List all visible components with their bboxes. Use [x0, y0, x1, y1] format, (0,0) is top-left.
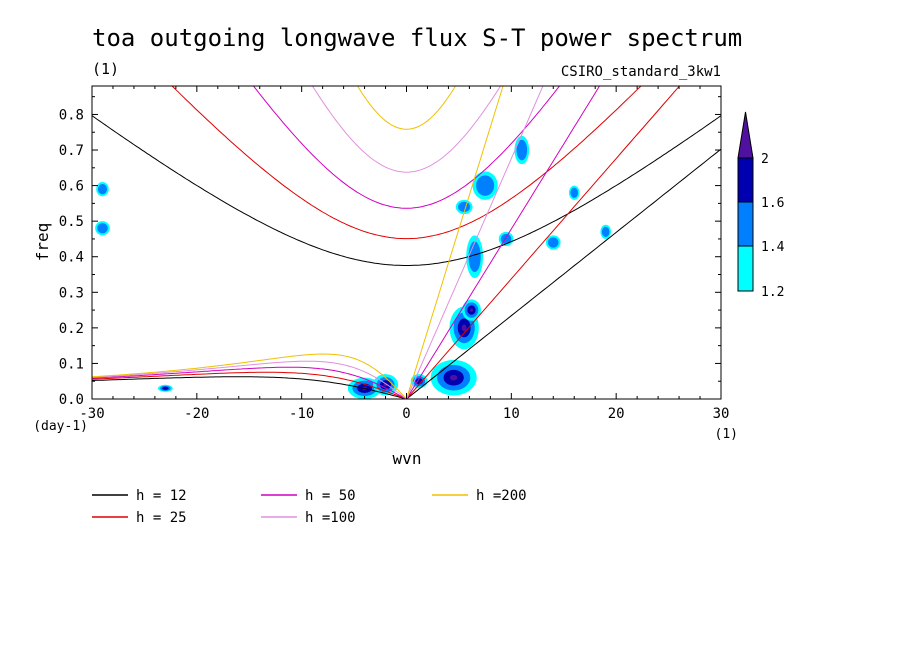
rossby-wave-curve [92, 353, 407, 399]
plot-frame [91, 85, 722, 400]
colorbar-label: 1.4 [761, 240, 785, 255]
spectrum-contours [95, 135, 611, 399]
x-tick-label: -30 [79, 406, 104, 422]
gravity-wave-curve [311, 86, 502, 173]
contour-blob [461, 324, 467, 332]
axis-ticks [91, 86, 722, 400]
colorbar-segment [737, 245, 754, 292]
contour-blob [601, 226, 610, 237]
x-tick-label: 30 [713, 406, 730, 422]
x-tick-label: 0 [402, 406, 410, 422]
rossby-wave-curve [92, 360, 407, 399]
y-tick-label: 0.6 [59, 179, 84, 195]
y-tick-label: 0.7 [59, 143, 84, 159]
contour-blob [516, 139, 528, 161]
subtitle-left: (1) [92, 60, 119, 78]
legend-label: h = 12 [136, 488, 187, 504]
rossby-wave-curve [92, 366, 407, 399]
kelvin-wave-curve [406, 86, 681, 399]
legend-label: h =200 [476, 488, 527, 504]
x-tick-label: -10 [289, 406, 314, 422]
x-tick-label: 20 [608, 406, 625, 422]
y-tick-label: 0.5 [59, 214, 84, 230]
kelvin-wave-curve [406, 86, 601, 399]
rossby-wave-curve [92, 376, 407, 399]
dispersion-curves [92, 86, 721, 399]
colorbar-label: 2 [761, 152, 769, 167]
contour-blob [162, 386, 169, 390]
tick-labels: -30 -20 -10 0 10 20 30 0.0 0.1 0.2 0.3 0.4 0.5 0.6 0.7… [59, 107, 730, 422]
kelvin-wave-curve [406, 86, 544, 399]
contour-blob [476, 175, 495, 196]
legend-label: h =100 [305, 510, 356, 526]
contour-blob [97, 184, 108, 195]
legend: h = 12 h = 25 h = 50 h =100 h =200 [92, 488, 527, 526]
contour-blob [468, 241, 481, 273]
legend-label: h = 25 [136, 510, 187, 526]
x-axis-label: wvn [393, 449, 422, 468]
colorbar-segment [737, 201, 754, 247]
gravity-wave-curve [92, 115, 721, 266]
rossby-wave-curve [92, 371, 407, 399]
colorbar-segment [737, 157, 754, 203]
y-tick-label: 0.2 [59, 321, 84, 337]
kelvin-wave-curve [406, 86, 504, 399]
y-tick-label: 0.4 [59, 250, 84, 266]
contour-blob [449, 374, 458, 381]
contour-blob [469, 308, 474, 312]
gravity-wave-curve [252, 86, 561, 209]
x-tick-label: -20 [184, 406, 209, 422]
gravity-wave-curve [171, 86, 642, 240]
legend-label: h = 50 [305, 488, 356, 504]
y-axis-label: freq [33, 223, 52, 262]
kelvin-wave-curve [406, 148, 721, 399]
contour-blob [570, 187, 579, 198]
contour-blob [458, 201, 471, 213]
x-tick-label: 10 [503, 406, 520, 422]
y-tick-label: 0.8 [59, 107, 84, 123]
y-tick-label: 0.3 [59, 285, 84, 301]
y-unit-label: (day-1) [33, 419, 88, 434]
colorbar-label: 1.2 [761, 285, 784, 300]
x-unit-label: (1) [715, 427, 738, 442]
contour-blob [547, 237, 559, 248]
subtitle-right: CSIRO_standard_3kw1 [561, 64, 721, 80]
colorbar: 1.2 1.4 1.6 2 [737, 111, 785, 300]
colorbar-label: 1.6 [761, 196, 784, 211]
y-tick-label: 0.0 [59, 392, 84, 408]
chart-title: toa outgoing longwave flux S-T power spe… [92, 24, 742, 52]
gravity-wave-curve [356, 86, 457, 130]
y-tick-label: 0.1 [59, 356, 84, 372]
contour-blob [97, 223, 108, 234]
colorbar-triangle [737, 111, 754, 159]
